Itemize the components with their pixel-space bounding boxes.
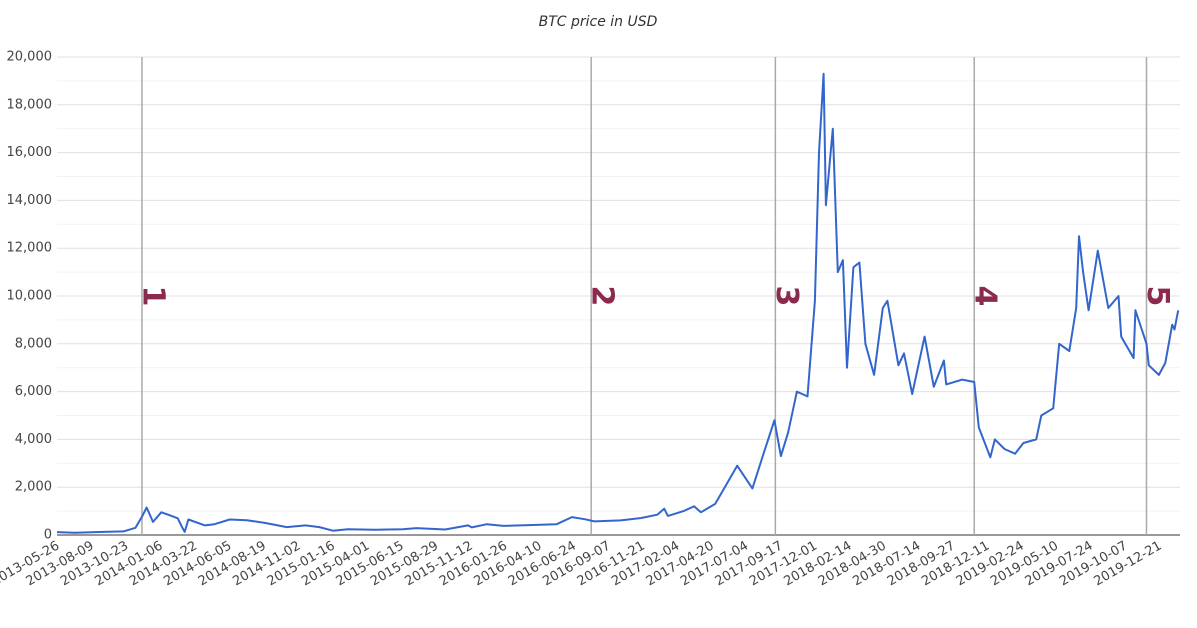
annotation-label: 2 <box>585 286 620 307</box>
annotation-label: 1 <box>135 286 170 307</box>
annotation-label: 4 <box>968 286 1003 307</box>
y-tick-label: 18,000 <box>7 97 53 112</box>
y-tick-label: 20,000 <box>7 50 53 65</box>
y-tick-label: 8,000 <box>15 336 52 351</box>
y-tick-label: 2,000 <box>15 480 52 495</box>
y-tick-label: 0 <box>44 528 52 543</box>
y-tick-label: 16,000 <box>7 145 53 160</box>
chart-title: BTC price in USD <box>539 14 658 30</box>
annotation-label: 5 <box>1140 286 1175 307</box>
y-tick-label: 4,000 <box>15 432 52 447</box>
price-line <box>56 72 1180 534</box>
y-tick-label: 14,000 <box>7 193 53 208</box>
y-tick-label: 10,000 <box>7 289 53 304</box>
y-tick-label: 6,000 <box>15 384 52 399</box>
annotation-label: 3 <box>769 286 804 307</box>
y-tick-label: 12,000 <box>7 241 53 256</box>
